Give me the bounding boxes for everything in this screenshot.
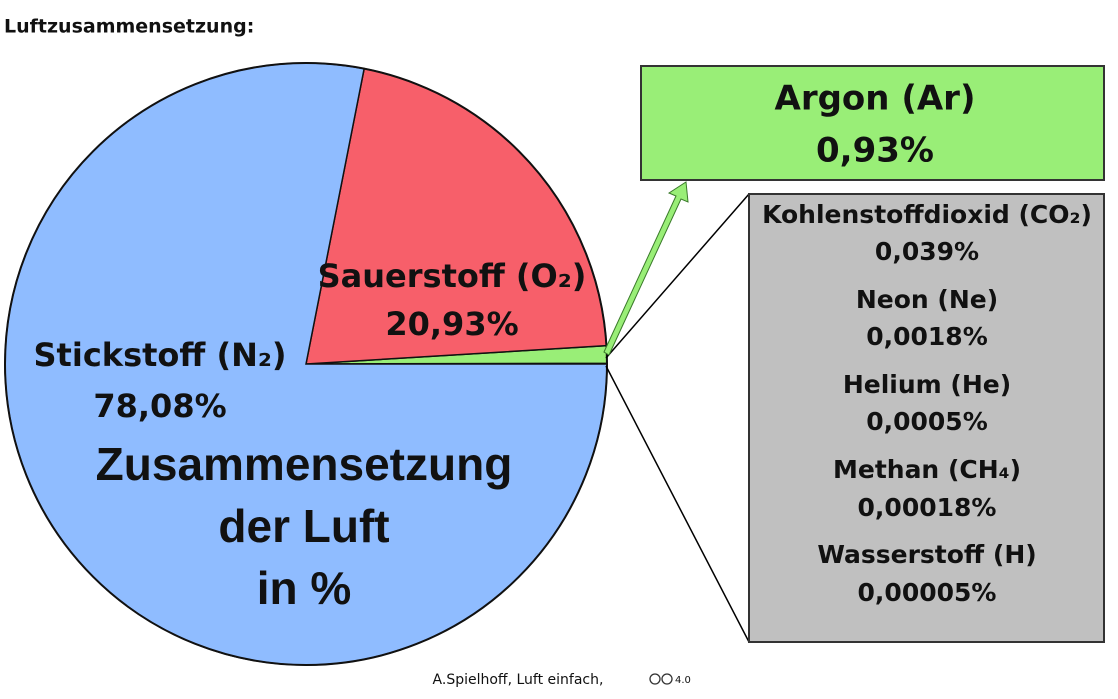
slice-label: Stickstoff (N₂) [34,336,287,374]
arrow [603,181,689,356]
slice-label: Neon (Ne) [856,285,998,314]
slice-value: 0,00018% [858,493,997,522]
slice-label: Helium (He) [843,370,1011,399]
argon-box [640,65,1105,181]
center-label: Zusammensetzung [96,438,513,490]
connector [605,193,750,359]
credit: A.Spielhoff, Luft einfach, [433,672,604,688]
slice-value: 78,08% [93,387,226,425]
slice-value: 0,0018% [866,322,988,351]
pie [4,62,608,666]
license-icon [661,673,673,685]
center-label: der Luft [218,500,389,552]
slice-value: 0,039% [875,237,979,266]
pie-outline [4,62,608,666]
slice-label: Methan (CH₄) [833,455,1021,484]
license-icon [649,673,661,685]
trace-box [748,193,1105,643]
slice-value: 0,93% [816,131,934,171]
slice-label: Kohlenstoffdioxid (CO₂) [762,200,1092,229]
slice-label: Argon (Ar) [775,79,976,119]
license-version: 4.0 [675,675,691,686]
center-label: in % [257,562,352,614]
slice-value: 20,93% [385,305,518,343]
slice-label: Sauerstoff (O₂) [318,257,587,295]
connector [605,365,750,643]
chart-title: Luftzusammensetzung: [4,16,254,38]
slice-value: 0,00005% [858,578,997,607]
slice-label: Wasserstoff (H) [817,540,1036,569]
slice-value: 0,0005% [866,407,988,436]
